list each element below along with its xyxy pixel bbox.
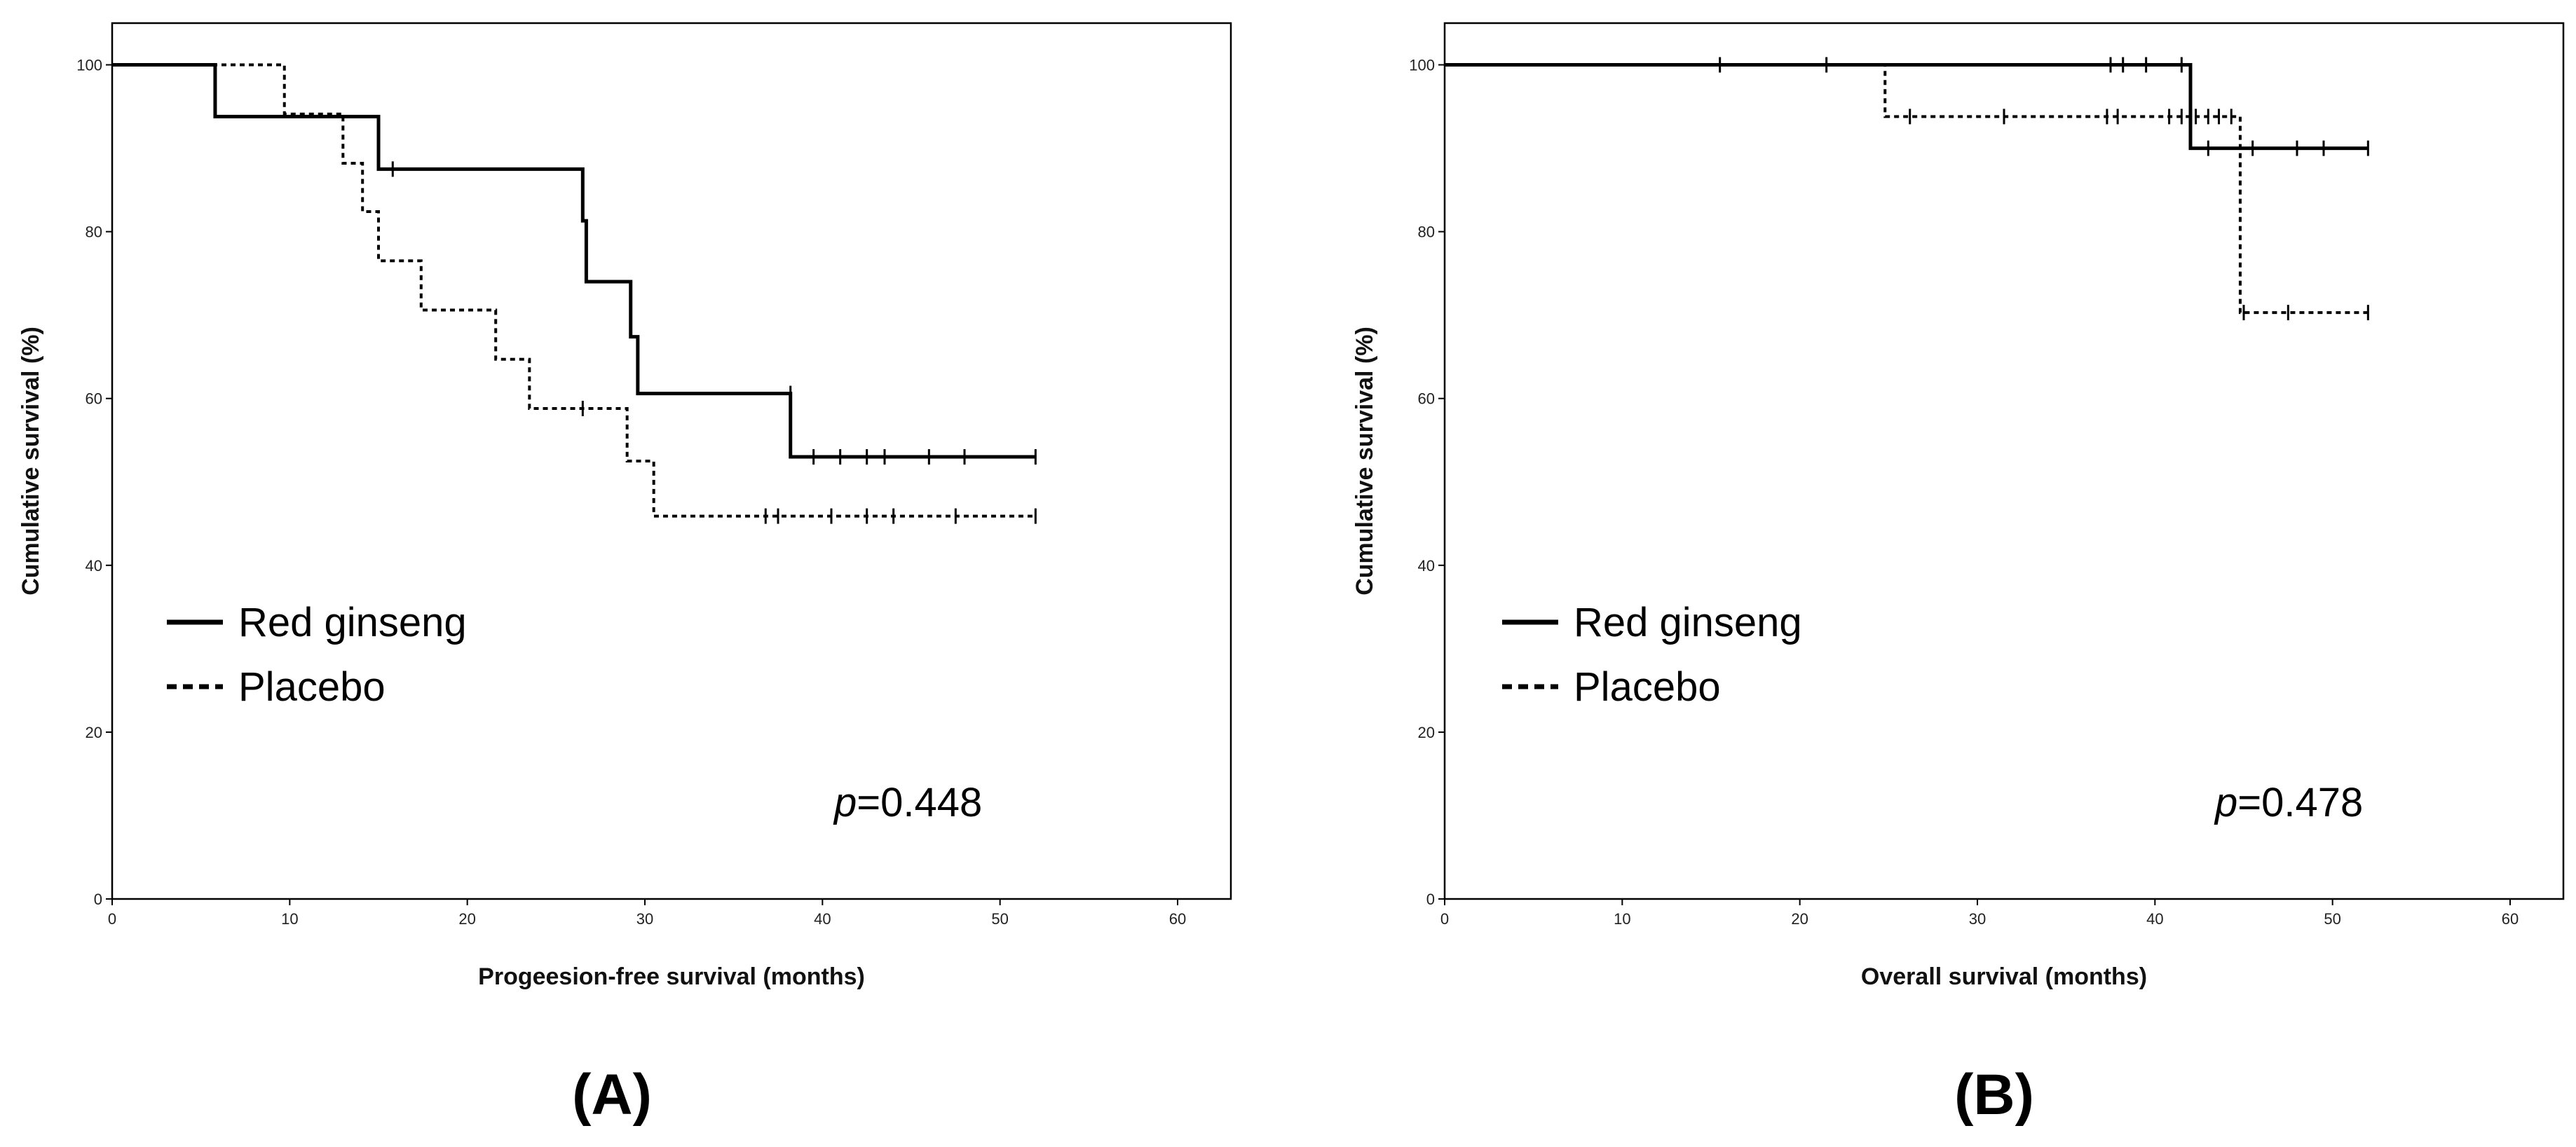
p-number: =0.478 (2237, 780, 2363, 825)
x-tick-label: 10 (281, 910, 298, 928)
series-line-placebo (1445, 63, 2369, 315)
y-tick-label: 20 (86, 724, 102, 741)
series-group (1445, 57, 2369, 321)
x-tick-label: 30 (1969, 910, 1986, 928)
p-value: p=0.478 (2214, 780, 2363, 825)
x-tick-label: 40 (814, 910, 831, 928)
y-axis-ticks: 0 20 40 60 80 100 (1409, 57, 1445, 908)
legend: Red ginseng Placebo (167, 600, 467, 710)
y-tick-label: 0 (1426, 891, 1435, 908)
y-tick-label: 100 (1409, 57, 1435, 74)
legend-label-placebo: Placebo (238, 664, 386, 710)
panel-label: (B) (1954, 1063, 2034, 1127)
legend: Red ginseng Placebo (1502, 600, 1802, 710)
x-axis-label: Overall survival (months) (1861, 963, 2147, 990)
chart-panel-b: 0 10 20 30 40 50 60 0 20 40 60 80 100 Cumulative su… (1351, 22, 2565, 1127)
p-symbol: p (2214, 780, 2237, 825)
p-value: p=0.448 (833, 780, 982, 825)
x-tick-label: 60 (1169, 910, 1186, 928)
x-tick-label: 0 (108, 910, 116, 928)
y-tick-label: 40 (86, 557, 102, 575)
y-axis-ticks: 0 20 40 60 80 100 (76, 57, 112, 908)
series-line-red-ginseng (112, 63, 1036, 459)
y-tick-label: 20 (1418, 724, 1435, 741)
x-tick-label: 20 (458, 910, 475, 928)
x-axis-ticks: 0 10 20 30 40 50 60 (1440, 899, 2519, 928)
series-line-red-ginseng (1445, 63, 2369, 151)
x-tick-label: 0 (1440, 910, 1449, 928)
series-line-placebo (112, 63, 1036, 518)
y-tick-label: 40 (1418, 557, 1435, 575)
legend-label-red-ginseng: Red ginseng (1574, 600, 1802, 645)
y-axis-label: Cumulative survival (%) (18, 327, 44, 596)
x-tick-label: 50 (991, 910, 1008, 928)
x-tick-label: 40 (2146, 910, 2163, 928)
y-axis-label: Cumulative survival (%) (1351, 327, 1378, 596)
series-group (112, 63, 1037, 524)
x-tick-label: 10 (1614, 910, 1630, 928)
plot-frame (111, 22, 1232, 900)
y-tick-label: 60 (1418, 390, 1435, 408)
y-tick-label: 80 (1418, 224, 1435, 241)
y-tick-label: 60 (86, 390, 102, 408)
x-axis-label: Progeesion-free survival (months) (478, 963, 865, 990)
x-tick-label: 30 (636, 910, 653, 928)
y-tick-label: 0 (94, 891, 102, 908)
y-tick-label: 80 (86, 224, 102, 241)
x-tick-label: 20 (1791, 910, 1808, 928)
y-tick-label: 100 (76, 57, 102, 74)
p-number: =0.448 (857, 780, 982, 825)
legend-label-red-ginseng: Red ginseng (238, 600, 467, 645)
panel-label: (A) (572, 1063, 652, 1127)
plot-frame (1443, 22, 2565, 900)
x-tick-label: 50 (2324, 910, 2340, 928)
legend-label-placebo: Placebo (1574, 664, 1721, 710)
x-axis-ticks: 0 10 20 30 40 50 60 (108, 899, 1186, 928)
x-tick-label: 60 (2502, 910, 2519, 928)
p-symbol: p (833, 780, 857, 825)
chart-panel-a: 0 10 20 30 40 50 60 0 20 40 60 80 100 Cumulative su… (18, 22, 1232, 1127)
